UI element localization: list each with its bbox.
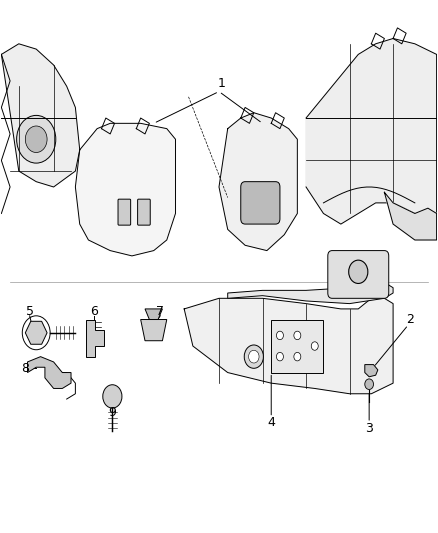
FancyBboxPatch shape: [241, 182, 280, 224]
Polygon shape: [145, 309, 162, 319]
Circle shape: [349, 260, 368, 284]
Text: 6: 6: [90, 305, 98, 318]
Circle shape: [276, 352, 283, 361]
Polygon shape: [28, 357, 71, 389]
Text: 7: 7: [156, 305, 164, 318]
FancyBboxPatch shape: [271, 319, 323, 373]
Polygon shape: [1, 44, 80, 187]
Text: 1: 1: [217, 77, 225, 90]
Circle shape: [365, 379, 374, 390]
Polygon shape: [385, 192, 437, 240]
FancyBboxPatch shape: [138, 199, 150, 225]
Polygon shape: [75, 123, 176, 256]
Circle shape: [294, 331, 301, 340]
Circle shape: [294, 352, 301, 361]
Polygon shape: [219, 113, 297, 251]
Circle shape: [103, 385, 122, 408]
Text: 3: 3: [365, 422, 373, 435]
Text: 4: 4: [267, 416, 275, 430]
Polygon shape: [365, 365, 378, 377]
Polygon shape: [306, 38, 437, 224]
Circle shape: [244, 345, 263, 368]
Text: 9: 9: [109, 406, 117, 419]
FancyBboxPatch shape: [118, 199, 131, 225]
Text: 5: 5: [26, 305, 34, 318]
Circle shape: [249, 350, 259, 363]
Polygon shape: [86, 319, 104, 357]
FancyBboxPatch shape: [328, 251, 389, 298]
Polygon shape: [25, 321, 47, 344]
Polygon shape: [141, 319, 167, 341]
Polygon shape: [184, 298, 393, 394]
Circle shape: [17, 115, 56, 163]
Circle shape: [311, 342, 318, 350]
Text: 2: 2: [406, 313, 414, 326]
Text: 8: 8: [21, 362, 29, 375]
Polygon shape: [228, 282, 393, 304]
Circle shape: [25, 126, 47, 152]
Circle shape: [276, 331, 283, 340]
